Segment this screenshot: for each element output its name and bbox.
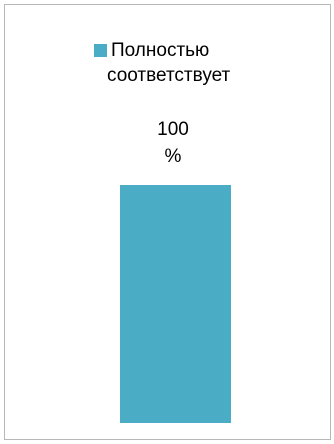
bar-1 <box>120 185 231 423</box>
legend-label-line-1: Полностью <box>111 40 210 61</box>
legend: Полностью соответствует <box>94 38 284 88</box>
bars-group <box>120 185 231 423</box>
data-label-bar-1: 100 % <box>146 116 200 170</box>
data-label-unit: % <box>164 146 182 167</box>
data-label-number: 100 <box>157 119 189 140</box>
legend-label-line-2: соответствует <box>107 65 231 86</box>
legend-swatch <box>94 44 107 57</box>
